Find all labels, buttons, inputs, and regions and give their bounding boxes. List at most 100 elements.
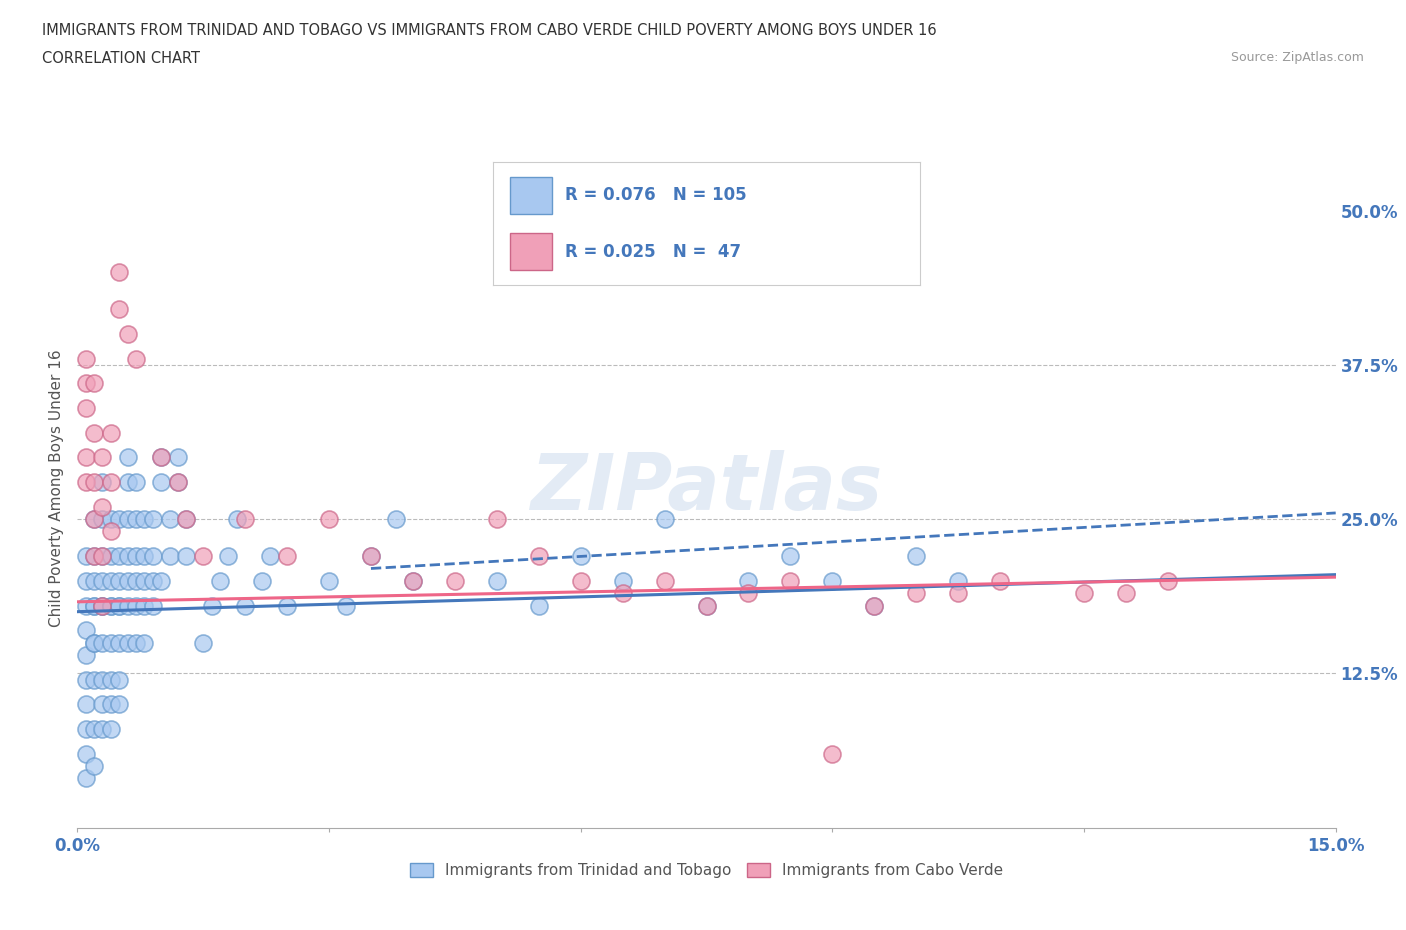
Point <box>250 574 273 589</box>
Point <box>527 598 550 613</box>
Point <box>125 512 148 526</box>
Point <box>91 499 114 514</box>
Point <box>83 722 105 737</box>
Point <box>100 635 122 650</box>
Text: IMMIGRANTS FROM TRINIDAD AND TOBAGO VS IMMIGRANTS FROM CABO VERDE CHILD POVERTY : IMMIGRANTS FROM TRINIDAD AND TOBAGO VS I… <box>42 23 936 38</box>
Point <box>159 512 181 526</box>
Point <box>83 598 105 613</box>
Point <box>696 598 718 613</box>
Point <box>83 474 105 489</box>
Point <box>385 512 408 526</box>
Point <box>159 549 181 564</box>
Point <box>100 425 122 440</box>
Point <box>821 574 844 589</box>
Point <box>91 598 114 613</box>
Point <box>75 623 97 638</box>
Point <box>276 598 298 613</box>
Point <box>83 549 105 564</box>
Y-axis label: Child Poverty Among Boys Under 16: Child Poverty Among Boys Under 16 <box>49 350 65 627</box>
Point <box>569 574 592 589</box>
Text: CORRELATION CHART: CORRELATION CHART <box>42 51 200 66</box>
Point <box>100 574 122 589</box>
Point <box>83 574 105 589</box>
Point <box>91 574 114 589</box>
Point <box>1157 574 1180 589</box>
Point <box>485 512 508 526</box>
Point <box>335 598 357 613</box>
Point <box>117 598 139 613</box>
Point <box>821 746 844 761</box>
Point <box>779 574 801 589</box>
Point <box>402 574 425 589</box>
Point <box>100 598 122 613</box>
Point <box>83 376 105 391</box>
Text: ZIPatlas: ZIPatlas <box>530 450 883 526</box>
Point <box>948 586 970 601</box>
Point <box>108 302 131 317</box>
Point <box>117 512 139 526</box>
Point <box>108 265 131 280</box>
Point <box>167 474 190 489</box>
Point <box>176 512 198 526</box>
Point <box>83 512 105 526</box>
Point <box>208 574 231 589</box>
Point <box>108 635 131 650</box>
Point <box>176 549 198 564</box>
Point <box>142 549 165 564</box>
Point <box>150 574 173 589</box>
Point <box>233 512 256 526</box>
Point <box>83 549 105 564</box>
Point <box>91 549 114 564</box>
Point <box>863 598 886 613</box>
Point <box>217 549 239 564</box>
Point <box>200 598 222 613</box>
Point <box>654 512 676 526</box>
Point <box>527 549 550 564</box>
Point <box>863 598 886 613</box>
Point <box>134 549 156 564</box>
Point <box>259 549 281 564</box>
Point <box>75 746 97 761</box>
Point <box>75 771 97 786</box>
Point <box>91 450 114 465</box>
Point <box>100 598 122 613</box>
Point <box>988 574 1011 589</box>
Point <box>225 512 247 526</box>
Point <box>108 512 131 526</box>
Point <box>134 635 156 650</box>
Point <box>75 549 97 564</box>
Point <box>737 586 759 601</box>
Point <box>318 512 340 526</box>
Point <box>91 549 114 564</box>
Point <box>117 549 139 564</box>
Point <box>318 574 340 589</box>
Point <box>125 574 148 589</box>
Point <box>117 635 139 650</box>
Point <box>191 549 215 564</box>
Point <box>360 549 382 564</box>
Point <box>134 574 156 589</box>
Point <box>75 598 97 613</box>
Point <box>191 635 215 650</box>
Point <box>100 697 122 711</box>
Point <box>233 598 256 613</box>
Point <box>108 697 131 711</box>
Point <box>150 450 173 465</box>
Point <box>75 697 97 711</box>
Point <box>696 598 718 613</box>
Point <box>75 450 97 465</box>
Point <box>125 474 148 489</box>
Point <box>100 524 122 538</box>
Point <box>150 450 173 465</box>
Point <box>91 722 114 737</box>
Point <box>91 598 114 613</box>
Point <box>569 549 592 564</box>
Point <box>75 672 97 687</box>
Point <box>150 474 173 489</box>
Point <box>485 574 508 589</box>
Point <box>108 549 131 564</box>
Point <box>125 598 148 613</box>
Point <box>142 574 165 589</box>
Point <box>83 635 105 650</box>
Point <box>737 574 759 589</box>
